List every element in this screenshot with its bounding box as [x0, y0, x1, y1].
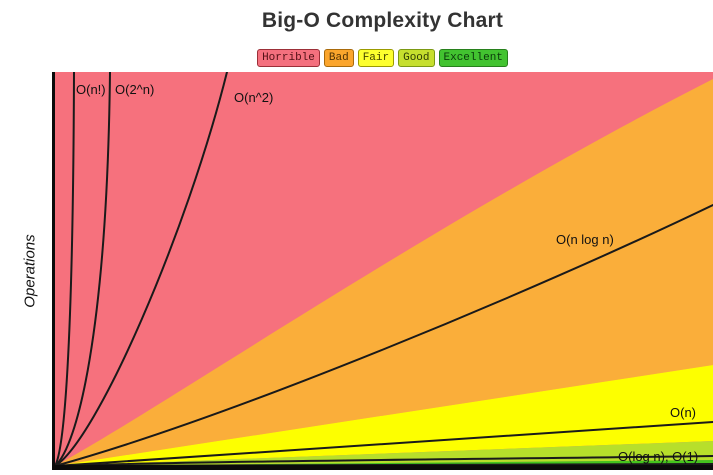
curve-n-log-n [54, 204, 713, 467]
region-good [55, 441, 713, 466]
big-o-chart: O(n!) O(2^n) O(n^2) O(n log n) O(n) O(log n),… [52, 72, 713, 470]
curve-label-n-log-n: O(n log n) [556, 232, 614, 247]
legend-badge-bad: Bad [323, 49, 354, 68]
region-bad [55, 79, 713, 466]
legend-badge-good: Good [398, 49, 435, 68]
y-axis-label: Operations [21, 234, 39, 308]
y-axis-line [52, 72, 55, 470]
chart-layers: O(n!) O(2^n) O(n^2) O(n log n) O(n) O(log n),… [52, 72, 713, 470]
x-axis-line [52, 465, 713, 470]
curve-n-squared [54, 72, 228, 467]
region-fair [55, 365, 713, 466]
legend-badge-fair: Fair [357, 49, 395, 68]
curve-label-n-factorial: O(n!) [76, 82, 106, 97]
page-title: Big-O Complexity Chart [261, 9, 504, 32]
curve-log-n [54, 455, 713, 467]
curve-label-log-n-const: O(log n), O(1) [618, 449, 698, 464]
legend-badge-horrible: Horrible [257, 49, 320, 68]
legend: Horrible Bad Fair Good Excellent [52, 49, 713, 68]
legend-badge-excellent: Excellent [438, 49, 508, 68]
curve-n-factorial [54, 72, 75, 467]
curve-2-pow-n [54, 72, 111, 467]
curve-label-2-pow-n: O(2^n) [115, 82, 154, 97]
curve-label-n: O(n) [670, 405, 696, 420]
curve-n [54, 421, 713, 467]
curve-label-n-squared: O(n^2) [234, 90, 273, 105]
